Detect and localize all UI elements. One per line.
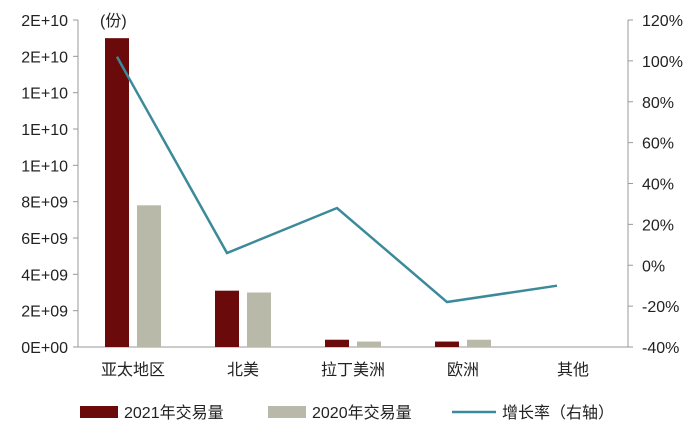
bar-2021 bbox=[435, 341, 459, 347]
right-tick-label: 120% bbox=[642, 13, 683, 30]
category-label: 其他 bbox=[557, 361, 589, 379]
legend: 2021年交易量 2020年交易量 增长率（右轴） bbox=[80, 404, 614, 422]
category-label: 北美 bbox=[227, 361, 259, 379]
right-tick-label: 40% bbox=[642, 177, 674, 194]
right-tick-label: 60% bbox=[642, 136, 674, 153]
legend-swatch bbox=[268, 406, 306, 418]
left-tick-label: 0E+00 bbox=[21, 340, 68, 357]
right-tick-label: -40% bbox=[642, 340, 679, 357]
right-tick-label: -20% bbox=[642, 299, 679, 316]
left-tick-labels: 0E+00 2E+09 4E+09 6E+09 8E+09 1E+10 1E+10 1E+10… bbox=[21, 13, 78, 357]
left-tick-label: 6E+09 bbox=[21, 231, 68, 248]
bar-2020 bbox=[467, 339, 491, 347]
growth-rate-line bbox=[115, 56, 558, 304]
bar-2021 bbox=[325, 339, 349, 347]
left-tick-label: 1E+10 bbox=[21, 158, 68, 175]
bar-2021 bbox=[215, 290, 239, 347]
left-tick-label: 2E+09 bbox=[21, 304, 68, 321]
growth-line bbox=[115, 56, 558, 304]
right-tick-label: 100% bbox=[642, 54, 683, 71]
legend-label: 增长率（右轴） bbox=[502, 404, 614, 422]
category-labels: 亚太地区 北美 拉丁美洲 欧洲 其他 bbox=[101, 361, 589, 379]
unit-label: (份) bbox=[100, 12, 127, 30]
right-tick-label: 20% bbox=[642, 217, 674, 234]
left-tick-label: 8E+09 bbox=[21, 195, 68, 212]
left-tick-label: 4E+09 bbox=[21, 267, 68, 284]
left-tick-label: 1E+10 bbox=[21, 122, 68, 139]
left-tick-label: 2E+10 bbox=[21, 49, 68, 66]
bar-2020 bbox=[247, 292, 271, 347]
left-tick-label: 2E+10 bbox=[21, 13, 68, 30]
category-label: 欧洲 bbox=[447, 361, 479, 379]
right-tick-labels: -40% -20% 0% 20% 40% 60% 80% 100% 120% bbox=[628, 13, 683, 357]
category-label: 拉丁美洲 bbox=[321, 361, 385, 379]
bar-2020 bbox=[357, 341, 381, 347]
legend-swatch bbox=[80, 406, 118, 418]
left-tick-label: 1E+10 bbox=[21, 86, 68, 103]
right-tick-label: 0% bbox=[642, 258, 665, 275]
legend-label: 2020年交易量 bbox=[312, 404, 412, 422]
bar-2020 bbox=[137, 205, 161, 347]
legend-label: 2021年交易量 bbox=[124, 404, 224, 422]
bars bbox=[105, 38, 491, 348]
right-tick-label: 80% bbox=[642, 95, 674, 112]
category-label: 亚太地区 bbox=[101, 361, 165, 379]
bar-2021 bbox=[105, 38, 129, 348]
